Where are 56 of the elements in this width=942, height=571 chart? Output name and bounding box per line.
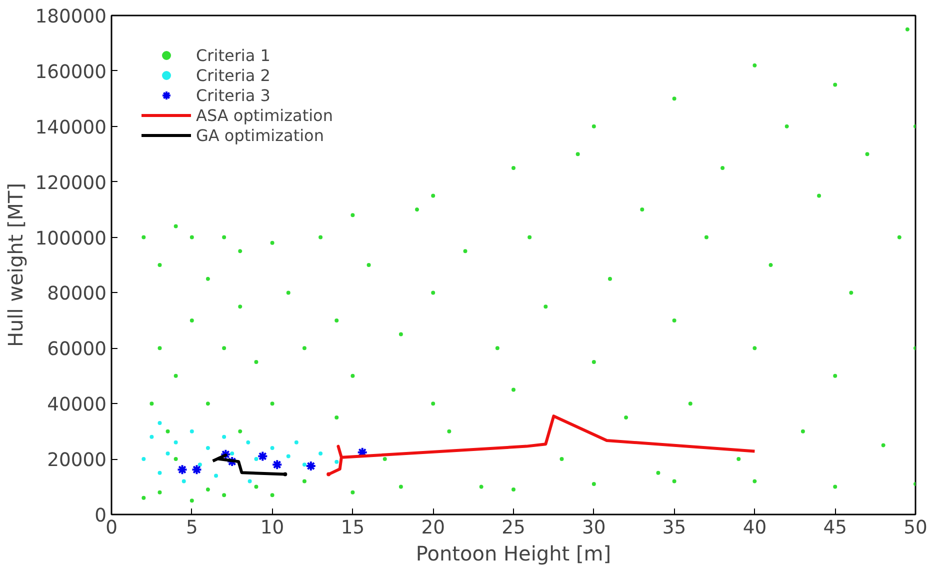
point — [220, 448, 232, 460]
point — [158, 421, 162, 426]
y-tick-label: 120000 — [35, 172, 106, 194]
x-tick-label: 50 — [904, 518, 928, 538]
point — [150, 434, 154, 439]
x-tick-label: 40 — [742, 518, 767, 538]
legend-label: Criteria 1 — [196, 46, 270, 64]
x-tick-label: 10 — [260, 518, 284, 538]
point — [248, 479, 252, 484]
point — [166, 452, 170, 456]
x-tick-label: 25 — [502, 518, 526, 538]
x-axis-title: Pontoon Height [m] — [416, 542, 612, 566]
y-tick-label: 80000 — [47, 284, 107, 305]
y-tick-label: 140000 — [35, 117, 106, 138]
legend-label: Criteria 3 — [196, 86, 270, 104]
x-tick-label: 45 — [823, 518, 847, 538]
point — [286, 454, 290, 458]
legend-label: Criteria 2 — [196, 66, 270, 84]
legend-label: ASA optimization — [196, 106, 333, 124]
point — [206, 446, 210, 450]
point — [142, 457, 146, 462]
point — [270, 446, 274, 450]
point — [198, 462, 202, 467]
point — [191, 464, 202, 476]
point — [176, 464, 188, 476]
point — [214, 474, 218, 478]
point — [190, 429, 194, 434]
point — [334, 460, 339, 464]
point — [305, 460, 316, 472]
point — [246, 440, 250, 444]
point — [222, 434, 226, 439]
point — [257, 450, 268, 462]
x-tick-label: 15 — [340, 518, 365, 538]
point — [272, 459, 283, 470]
point — [302, 462, 306, 467]
y-tick-label: 60000 — [47, 339, 107, 360]
point — [174, 440, 178, 444]
x-tick-label: 35 — [662, 518, 686, 538]
point — [254, 457, 258, 462]
x-tick-label: 30 — [582, 518, 606, 538]
x-tick-label: 5 — [186, 518, 198, 538]
y-tick-label: 100000 — [35, 228, 106, 250]
point — [182, 479, 186, 484]
y-tick-label: 180000 — [35, 6, 106, 28]
point — [158, 470, 162, 475]
legend-label: GA optimization — [196, 126, 324, 144]
point — [318, 452, 323, 456]
y-tick-label: 160000 — [35, 62, 106, 83]
point — [230, 452, 234, 456]
point — [326, 472, 331, 476]
y-axis-title: Hull weight [MT] — [3, 182, 28, 348]
y-tick-label: 20000 — [47, 450, 107, 472]
point — [283, 472, 288, 476]
x-tick-label: 20 — [421, 518, 445, 538]
point — [294, 440, 298, 444]
y-tick-label: 40000 — [47, 394, 107, 416]
